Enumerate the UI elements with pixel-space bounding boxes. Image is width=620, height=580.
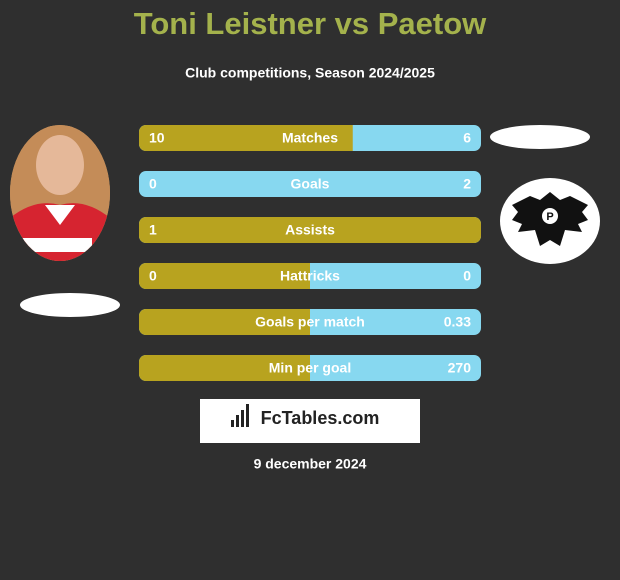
left-bar: [139, 355, 310, 381]
title: Toni Leistner vs Paetow: [134, 6, 487, 41]
right-value: 270: [448, 360, 472, 376]
svg-text:P: P: [546, 211, 553, 223]
placeholder-ellipse: [20, 293, 120, 317]
left-value: 0: [149, 268, 157, 284]
left-bar: [139, 217, 481, 243]
logo-icon: [231, 404, 249, 427]
placeholder-ellipse: [490, 125, 590, 149]
right-value: 0: [463, 268, 471, 284]
left-value: 10: [149, 130, 165, 146]
player-photo: [10, 125, 110, 261]
logo-text: FcTables.com: [261, 408, 380, 428]
left-bar: [139, 125, 353, 151]
row-label: Goals: [291, 176, 330, 192]
row-label: Matches: [282, 130, 338, 146]
right-value: 6: [463, 130, 471, 146]
row-label: Assists: [285, 222, 335, 238]
date: 9 december 2024: [254, 456, 367, 472]
row-label: Hattricks: [280, 268, 340, 284]
row-label: Min per goal: [269, 360, 351, 376]
club-logo: P: [500, 178, 600, 264]
left-value: 0: [149, 176, 157, 192]
right-bar: [139, 171, 481, 197]
right-value: 2: [463, 176, 471, 192]
subtitle: Club competitions, Season 2024/2025: [185, 65, 435, 81]
right-value: 0.33: [444, 314, 471, 330]
left-value: 1: [149, 222, 157, 238]
left-bar: [139, 309, 310, 335]
left-bar: [139, 263, 310, 289]
row-label: Goals per match: [255, 314, 365, 330]
